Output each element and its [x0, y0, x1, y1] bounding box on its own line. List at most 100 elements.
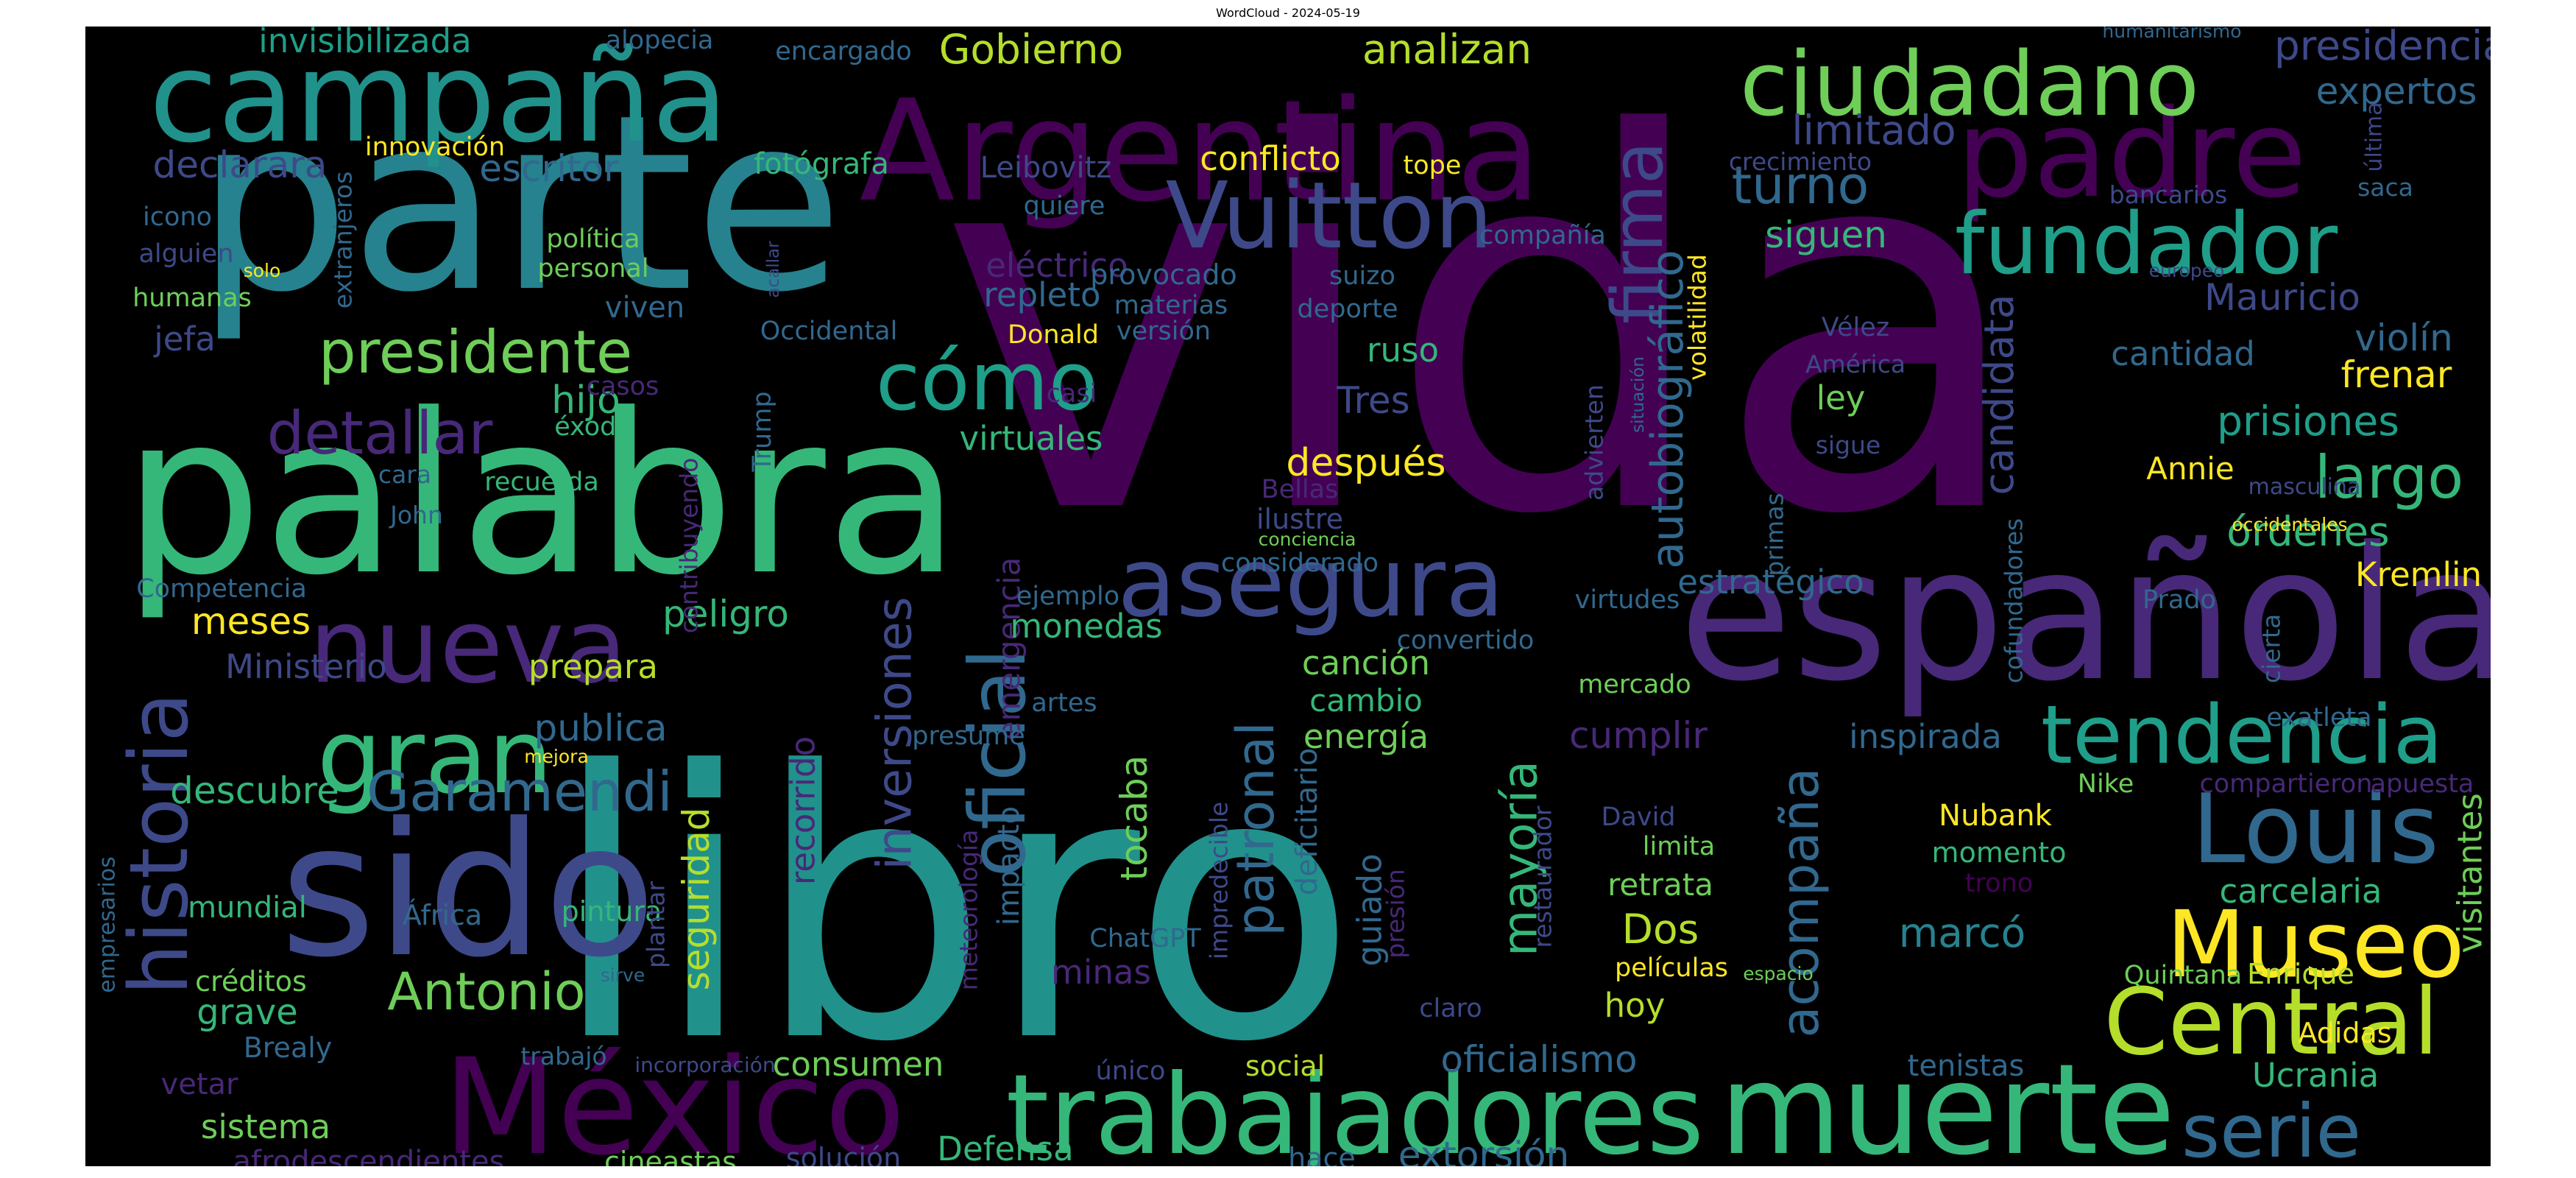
word-149: ejemplo [1016, 582, 1119, 611]
word-153: éxodo [554, 412, 632, 442]
word-173: humanitarismo [2102, 27, 2241, 42]
word-100: canción [1302, 643, 1430, 683]
word-28: Garamendi [367, 759, 673, 824]
word-143: suizo [1329, 261, 1395, 291]
word-163: icono [143, 202, 212, 232]
word-44: presidencial [2274, 27, 2491, 69]
word-133: social [1245, 1050, 1325, 1082]
word-37: autobiográfico [1642, 250, 1694, 569]
word-49: cantidad [2111, 334, 2255, 373]
word-130: Prado [2142, 585, 2216, 615]
word-53: Annie [2146, 451, 2234, 487]
word-43: limitado [1791, 107, 1956, 154]
word-185: espacio [1743, 963, 1814, 984]
word-35: candidata [1975, 294, 2023, 495]
word-18: gran [317, 697, 553, 817]
word-9: México [443, 1031, 906, 1166]
word-68: Leibovitz [980, 151, 1112, 185]
word-77: Ministerio [225, 647, 387, 686]
word-122: Adidas [2298, 1017, 2391, 1049]
word-67: fotógrafa [754, 147, 889, 181]
word-73: tope [1404, 151, 1462, 180]
word-32: inversiones [868, 596, 923, 870]
word-13: nueva [309, 587, 627, 707]
word-107: mercado [1578, 670, 1691, 699]
word-52: Kremlin [2355, 555, 2482, 594]
word-124: Enrique [2247, 958, 2354, 990]
word-112: retrata [1607, 867, 1713, 903]
word-145: considerado [1221, 549, 1379, 578]
word-1: libro [551, 694, 1357, 1122]
word-189: plantar [642, 881, 670, 968]
word-14: Vuitton [1166, 163, 1493, 269]
word-7: campaña [149, 27, 728, 171]
word-106: virtudes [1575, 585, 1680, 615]
word-64: Gobierno [939, 27, 1123, 73]
word-72: encargado [775, 37, 911, 66]
word-84: vetar [161, 1068, 238, 1101]
word-5: española [1679, 507, 2491, 722]
word-196: volatilidad [1683, 254, 1712, 381]
word-88: pintura [562, 895, 662, 928]
word-113: hoy [1604, 986, 1666, 1025]
word-110: marcó [1899, 909, 2026, 956]
word-190: meteorología [955, 830, 983, 991]
word-123: Quintana [2124, 961, 2242, 990]
word-148: conciencia [1259, 529, 1356, 550]
word-4: sido [280, 783, 656, 998]
word-11: trabajadores [1006, 1051, 1705, 1166]
word-183: trabajó [520, 1042, 606, 1071]
word-119: Nubank [1939, 799, 2053, 833]
word-19: Museo [2166, 892, 2465, 998]
word-87: África [403, 899, 482, 931]
word-195: situación [1629, 356, 1648, 433]
word-38: oficialismo [1440, 1038, 1637, 1081]
word-188: contribuyendo [675, 458, 704, 634]
word-51: órdenes [2226, 508, 2389, 555]
word-33: mayoría [1493, 761, 1549, 956]
word-12: ciudadano [1740, 34, 2199, 136]
word-168: quiere [1024, 191, 1105, 221]
word-83: sistema [201, 1107, 330, 1146]
word-16: cómo [876, 334, 1098, 428]
word-181: empresarios [95, 856, 121, 993]
word-75: peligro [662, 593, 789, 635]
word-108: convertido [1397, 626, 1535, 655]
word-159: Competencia [136, 574, 307, 604]
word-99: monedas [1010, 607, 1162, 646]
word-2: palabra [122, 367, 960, 624]
word-146: ilustre [1256, 503, 1343, 535]
word-101: cambio [1309, 683, 1423, 719]
word-140: materias [1114, 291, 1228, 320]
word-23: oficial [953, 649, 1043, 878]
word-56: ruso [1367, 331, 1439, 370]
word-31: detallar [267, 399, 493, 468]
word-114: limita [1643, 832, 1715, 861]
word-29: Antonio [387, 962, 585, 1022]
word-3: parte [196, 63, 843, 345]
word-180: mejora [524, 746, 589, 767]
word-118: momento [1932, 836, 2067, 869]
word-151: Occidental [760, 317, 898, 346]
word-71: alopecia [606, 27, 714, 55]
word-50: prisiones [2217, 398, 2399, 445]
word-57: después [1286, 441, 1446, 485]
word-61: hijo [551, 378, 620, 423]
word-98: emergencia [991, 557, 1027, 741]
word-147: Bellas [1262, 475, 1339, 504]
word-170: bancarios [2109, 180, 2228, 209]
word-76: prepara [528, 647, 658, 686]
word-152: casos [587, 372, 659, 401]
word-103: cumplir [1569, 714, 1708, 757]
word-136: ChatGPT [1089, 924, 1201, 953]
word-21: Louis [2192, 773, 2439, 885]
word-125: visitantes [2451, 793, 2490, 953]
word-62: viven [605, 291, 684, 325]
word-78: publica [534, 707, 667, 750]
word-89: afrodescendientes [233, 1145, 504, 1166]
word-186: extranjeros [329, 172, 358, 309]
word-155: Trump [748, 391, 777, 472]
word-22: tendencia [2041, 688, 2443, 782]
word-48: frenar [2341, 353, 2452, 396]
word-36: largo [2315, 443, 2463, 512]
